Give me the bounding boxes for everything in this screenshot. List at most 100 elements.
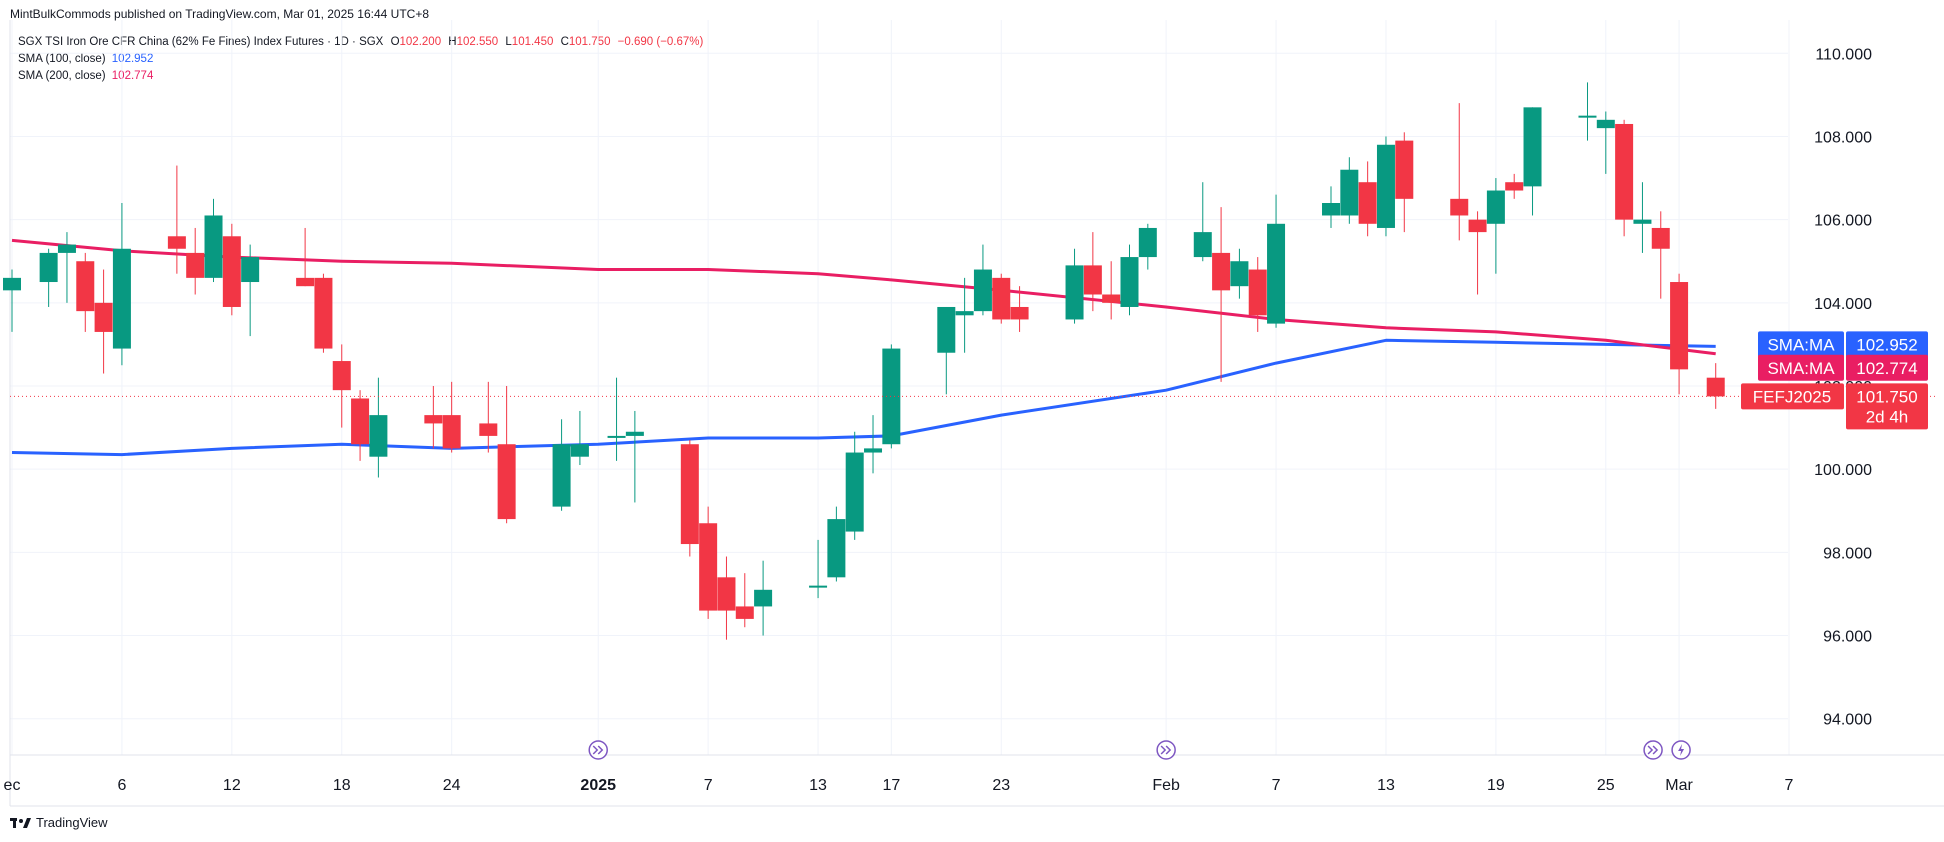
candle-body	[992, 277, 1011, 320]
sma100-badge: SMA:MA 102.952	[1758, 331, 1928, 358]
price-axis[interactable]: 94.00096.00098.000100.000102.000104.0001…	[1814, 46, 1872, 728]
lightning-bolt	[1678, 744, 1685, 756]
x-tick-label: 7	[1272, 777, 1281, 794]
candle	[424, 386, 443, 449]
candle-body	[94, 302, 113, 332]
candle-body	[717, 577, 736, 611]
candle-body	[1670, 282, 1689, 370]
candle-body	[222, 236, 241, 307]
candle-body	[351, 398, 370, 445]
candle	[497, 386, 516, 524]
candle	[1248, 257, 1267, 332]
candle-body	[1010, 306, 1029, 320]
candle	[1596, 111, 1615, 174]
sma100-badge-label: SMA:MA	[1767, 335, 1835, 354]
candle	[1212, 207, 1231, 382]
x-tick-label: ec	[4, 777, 21, 794]
candle	[570, 410, 589, 466]
dividend-event-icon[interactable]	[588, 740, 608, 760]
high-label: H	[448, 36, 457, 48]
candle	[754, 560, 773, 636]
footer[interactable]: TradingView	[10, 815, 108, 830]
candle	[1633, 182, 1652, 253]
candle-body	[1138, 227, 1157, 258]
y-tick-label: 110.000	[1815, 46, 1872, 63]
candle	[479, 381, 498, 453]
x-tick-label: 25	[1597, 777, 1615, 794]
candle	[351, 390, 370, 461]
candle-body	[845, 452, 864, 532]
candle	[222, 223, 241, 316]
publisher-credit: MintBulkCommods published on TradingView…	[10, 7, 429, 21]
dividend-event-icon[interactable]	[1156, 740, 1176, 760]
sma200-label: SMA (200, close)	[18, 70, 106, 82]
y-tick-label: 104.000	[1814, 296, 1872, 313]
candle-body	[1212, 252, 1231, 291]
candle	[1065, 248, 1084, 324]
candle	[827, 506, 846, 582]
x-tick-label: Feb	[1152, 777, 1180, 794]
sma100-badge-tag	[1758, 331, 1844, 358]
change-value: −0.690 (−0.67%)	[617, 36, 704, 48]
candle	[1486, 178, 1505, 274]
candle	[186, 227, 205, 295]
candle	[552, 419, 571, 511]
candle	[1138, 223, 1157, 270]
sma100-badge-value: 102.952	[1856, 335, 1917, 354]
lightning-event-icon[interactable]	[1671, 740, 1691, 760]
candle-body	[296, 277, 315, 287]
sma100-badge-value-box	[1846, 331, 1928, 358]
candle-body	[735, 606, 754, 619]
candle-body	[1706, 377, 1725, 397]
price-badge-tag	[1741, 383, 1844, 410]
candle-body	[1358, 182, 1377, 224]
symbol-title[interactable]: SGX TSI Iron Ore CFR China (62% Fe Fines…	[18, 36, 384, 48]
candle	[680, 440, 699, 557]
candle-body	[754, 589, 773, 607]
legend-symbol-row: SGX TSI Iron Ore CFR China (62% Fe Fines…	[18, 34, 703, 51]
candle-body	[809, 585, 828, 588]
candle-body	[332, 361, 351, 391]
candle	[167, 165, 186, 274]
candle	[1670, 273, 1689, 395]
x-tick-label: 13	[1377, 777, 1395, 794]
candle-body	[1633, 219, 1652, 224]
dividend-event-icon[interactable]	[1643, 740, 1663, 760]
candle	[76, 252, 95, 332]
event-markers[interactable]	[588, 740, 1691, 760]
candle-body	[424, 415, 443, 424]
candle-body	[1120, 257, 1139, 307]
candle-body	[1193, 232, 1212, 258]
candle	[369, 377, 388, 478]
candle	[1395, 132, 1414, 233]
candle-body	[552, 444, 571, 507]
time-axis[interactable]: ec 6 12 18 24 2025 7 13 17 23 Feb 7 13 19 25 Mar 7	[4, 777, 1794, 794]
candle-body	[39, 252, 58, 283]
candle	[955, 277, 974, 353]
price-badge-value-box	[1846, 383, 1928, 430]
candle-body	[1395, 140, 1414, 199]
x-tick-label: 24	[443, 777, 461, 794]
candle-body	[1450, 198, 1469, 216]
candle-body	[1102, 294, 1121, 303]
price-badge-value: 101.750	[1856, 387, 1917, 406]
candle-body	[497, 444, 516, 520]
candle	[241, 244, 260, 337]
y-tick-label: 108.000	[1814, 129, 1872, 146]
sma200-line	[11, 238, 1716, 356]
candle	[1468, 211, 1487, 295]
x-tick-label: 12	[223, 777, 241, 794]
candle-body	[112, 248, 131, 349]
low-label: L	[505, 36, 512, 48]
y-tick-label: 98.000	[1823, 545, 1872, 562]
close-value: 101.750	[568, 36, 611, 48]
candle	[1340, 157, 1359, 224]
candle	[1505, 173, 1524, 199]
candle-body	[1230, 261, 1249, 287]
candle-body	[1578, 115, 1597, 118]
candle-body	[955, 311, 974, 316]
x-tick-label: 19	[1487, 777, 1505, 794]
candle	[1267, 194, 1286, 328]
